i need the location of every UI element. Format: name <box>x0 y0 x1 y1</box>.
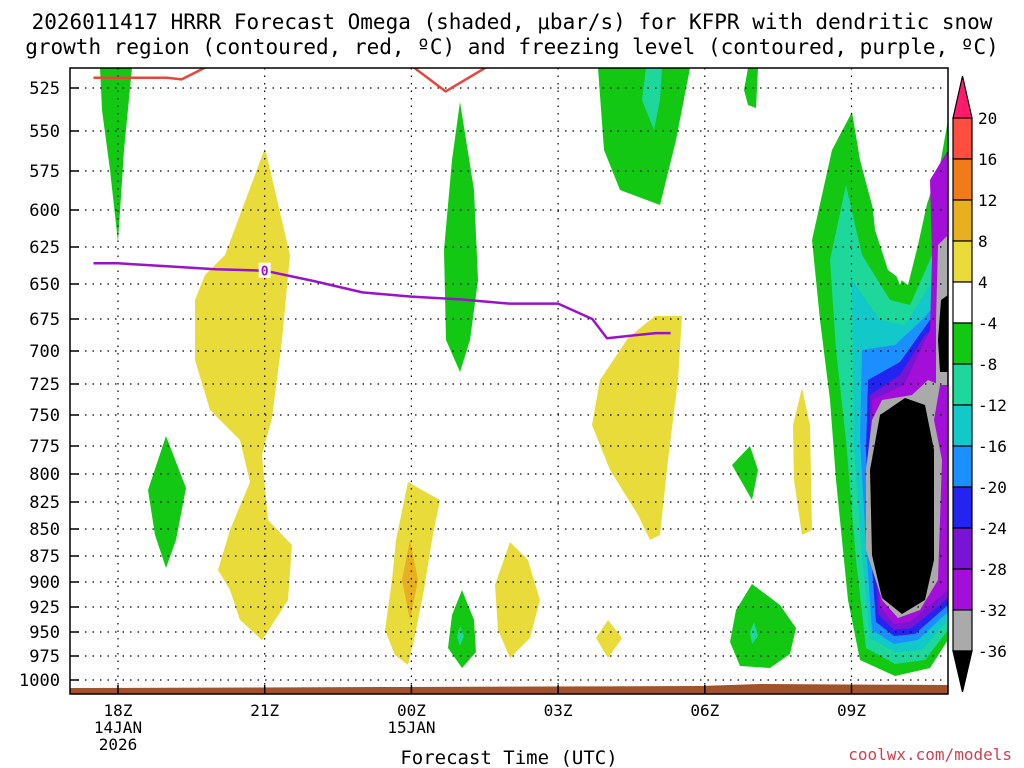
colorbar-swatch <box>952 568 973 611</box>
credit-text: coolwx.com/models <box>848 745 1012 764</box>
colorbar-label: -36 <box>978 642 1007 661</box>
y-tick-label: 900 <box>29 573 60 593</box>
colorbar-bottom-arrow <box>952 650 973 693</box>
colorbar-label: -24 <box>978 519 1007 538</box>
x-axis-label: Forecast Time (UTC) <box>400 747 617 768</box>
omega-region-teal <box>642 68 662 130</box>
colorbar-label: -28 <box>978 560 1007 579</box>
terrain-strip <box>70 684 948 694</box>
y-tick-label: 650 <box>29 275 60 295</box>
colorbar-label: 8 <box>978 232 988 251</box>
omega-region-teal <box>750 622 758 644</box>
plot-frame <box>69 67 949 695</box>
omega-region-teal <box>457 626 464 646</box>
omega-region-orange <box>402 540 418 620</box>
chart-title-line2: growth region (contoured, red, ºC) and f… <box>25 35 999 59</box>
colorbar-label: 4 <box>978 273 988 292</box>
colorbar-swatch <box>952 240 973 283</box>
colorbar-swatch <box>952 158 973 201</box>
x-tick-label: 21Z <box>250 701 279 720</box>
colorbar-label: -12 <box>978 396 1007 415</box>
y-tick-label: 550 <box>29 122 60 142</box>
omega-region-green <box>732 446 758 500</box>
omega-shading <box>100 68 948 676</box>
colorbar-top-arrow <box>952 75 973 119</box>
y-tick-label: 975 <box>29 647 60 667</box>
x-tick-label: 03Z <box>544 701 573 720</box>
colorbar-label: 16 <box>978 150 997 169</box>
x-tick-label: 15JAN <box>387 718 435 737</box>
omega-region-green <box>448 590 476 668</box>
colorbar-label: 12 <box>978 191 997 210</box>
colorbar-swatch <box>952 609 973 652</box>
omega-region-black-upper <box>938 295 948 372</box>
colorbar-swatch <box>952 527 973 570</box>
colorbar-label: -20 <box>978 478 1007 497</box>
dgz-contour-line <box>93 68 488 93</box>
colorbar-swatch <box>952 322 973 365</box>
colorbar-swatch <box>952 445 973 488</box>
omega-region-yellow <box>592 316 682 540</box>
omega-region-green <box>598 68 690 205</box>
y-tick-label: 675 <box>29 310 60 330</box>
y-tick-label: 725 <box>29 375 60 395</box>
y-tick-label: 600 <box>29 201 60 221</box>
colorbar-swatch <box>952 486 973 529</box>
colorbar-label: -32 <box>978 601 1007 620</box>
colorbar-swatch <box>952 363 973 406</box>
y-tick-label: 825 <box>29 493 60 513</box>
chart-title-line1: 2026011417 HRRR Forecast Omega (shaded, … <box>32 10 993 34</box>
colorbar-label: 20 <box>978 109 997 128</box>
y-tick-label: 950 <box>29 623 60 643</box>
omega-region-yellow <box>495 542 540 658</box>
colorbar-swatch <box>952 404 973 447</box>
omega-region-green <box>744 68 758 108</box>
y-tick-label: 875 <box>29 547 60 567</box>
x-tick-label: 00Z <box>397 701 426 720</box>
omega-region-yellow <box>596 620 622 658</box>
y-tick-label: 700 <box>29 342 60 362</box>
colorbar-label: -8 <box>978 355 997 374</box>
y-tick-label: 575 <box>29 162 60 182</box>
y-tick-label: 850 <box>29 520 60 540</box>
omega-region-yellow <box>793 388 812 535</box>
y-axis: 525 550 575 600 625 650 675 700 725 750 775 800 825 8… <box>19 79 79 691</box>
colorbar-swatch <box>952 199 973 242</box>
omega-region-black <box>870 398 934 614</box>
x-tick-label: 18Z <box>104 701 133 720</box>
omega-region-green <box>148 436 186 568</box>
y-tick-label: 1000 <box>19 671 60 691</box>
freezing-level-line <box>93 262 671 340</box>
omega-region-white-core <box>862 68 948 285</box>
freezing-level-label: 0 <box>261 265 269 280</box>
omega-region-green <box>100 68 132 242</box>
x-tick-label: 06Z <box>690 701 719 720</box>
y-tick-label: 750 <box>29 406 60 426</box>
omega-region-green <box>730 584 796 668</box>
omega-region-yellow <box>195 148 292 640</box>
freezing-level-label-bg <box>258 262 271 278</box>
colorbar-label: -4 <box>978 314 997 333</box>
y-tick-label: 925 <box>29 598 60 618</box>
x-tick-label: 09Z <box>837 701 866 720</box>
y-tick-label: 525 <box>29 79 60 99</box>
x-tick-label: 14JAN <box>94 718 142 737</box>
colorbar-swatch <box>952 117 973 160</box>
colorbar: 20 16 12 8 4 -4 -8 -12 -16 -20 -24 -28 -32 -36 <box>952 75 1007 693</box>
colorbar-swatch <box>952 281 973 324</box>
x-tick-label: 2026 <box>99 735 138 754</box>
omega-region-green <box>444 102 478 372</box>
y-tick-label: 625 <box>29 238 60 258</box>
y-tick-label: 775 <box>29 437 60 457</box>
colorbar-label: -16 <box>978 437 1007 456</box>
y-tick-label: 800 <box>29 465 60 485</box>
